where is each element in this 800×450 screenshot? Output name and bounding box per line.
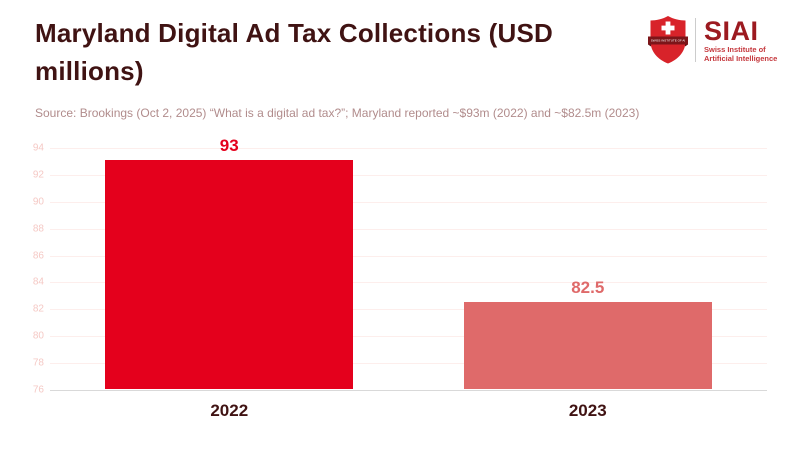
gridline — [50, 255, 767, 257]
bar-value-label: 82.5 — [571, 277, 605, 297]
gridline — [50, 201, 767, 203]
bar-value-label: 93 — [219, 136, 239, 156]
y-tick-label: 80 — [32, 330, 44, 342]
plot-area: 76 78 80 82 84 86 88 90 92 94 93 2022 82.5 2023 — [33, 136, 767, 420]
gridline — [50, 148, 767, 149]
y-tick-label: 78 — [32, 357, 44, 369]
y-tick-label: 94 — [32, 142, 44, 154]
svg-text:SWISS INSTITUTE OF AI: SWISS INSTITUTE OF AI — [651, 39, 686, 43]
gridline — [50, 336, 767, 338]
y-tick-label: 82 — [32, 303, 44, 315]
gridline — [50, 282, 767, 284]
siai-logo: SWISS INSTITUTE OF AI SIAI Swiss Institu… — [648, 15, 777, 65]
logo-text: SIAI Swiss Institute of Artificial Intel… — [704, 15, 778, 63]
y-tick-label: 88 — [32, 223, 44, 235]
chart-source-note: Source: Brookings (Oct 2, 2025) “What is… — [35, 106, 640, 120]
y-tick-label: 90 — [32, 196, 44, 208]
logo-subtitle-line1: Swiss Institute of — [704, 44, 766, 54]
logo-divider — [695, 18, 696, 62]
bar-2022 — [105, 160, 354, 389]
chart-title: Maryland Digital Ad Tax Collections (USD… — [35, 18, 553, 86]
y-tick-label: 76 — [32, 384, 44, 396]
gridline — [50, 309, 767, 311]
x-tick-label: 2022 — [210, 401, 249, 420]
x-axis-line — [50, 390, 767, 391]
gridline — [50, 363, 767, 365]
logo-brand-name: SIAI — [704, 15, 759, 46]
gridline — [50, 174, 767, 176]
y-tick-label: 86 — [32, 250, 44, 262]
y-tick-label: 84 — [32, 276, 44, 288]
y-tick-label: 92 — [32, 169, 44, 181]
gridline — [50, 228, 767, 230]
x-tick-label: 2023 — [568, 401, 607, 420]
swiss-shield-icon: SWISS INSTITUTE OF AI — [648, 16, 688, 64]
logo-subtitle-line2: Artificial Intelligence — [704, 53, 778, 63]
bar-2023 — [463, 301, 712, 389]
